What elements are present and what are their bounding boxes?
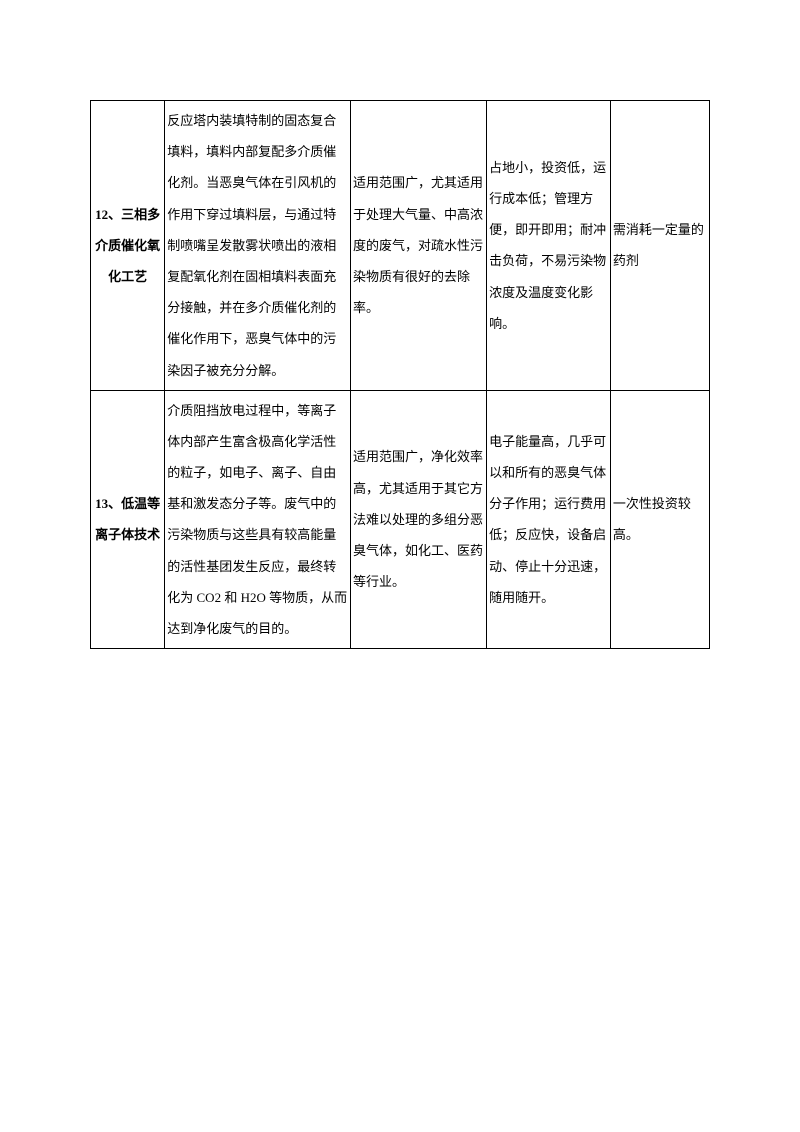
methods-table: 12、三相多介质催化氧化工艺 反应塔内装填特制的固态复合填料，填料内部复配多介质… (90, 100, 710, 649)
table-row: 13、低温等离子体技术 介质阻挡放电过程中，等离子体内部产生富含极高化学活性的粒… (91, 390, 710, 649)
cell-name: 13、低温等离子体技术 (91, 390, 165, 649)
cell-advantage: 电子能量高，几乎可以和所有的恶臭气体分子作用；运行费用低；反应快，设备启动、停止… (487, 390, 611, 649)
cell-principle: 介质阻挡放电过程中，等离子体内部产生富含极高化学活性的粒子，如电子、离子、自由基… (165, 390, 351, 649)
cell-scope: 适用范围广，净化效率高，尤其适用于其它方法难以处理的多组分恶臭气体，如化工、医药… (350, 390, 486, 649)
cell-principle: 反应塔内装填特制的固态复合填料，填料内部复配多介质催化剂。当恶臭气体在引风机的作… (165, 101, 351, 391)
cell-advantage: 占地小，投资低，运行成本低；管理方便，即开即用；耐冲击负荷，不易污染物浓度及温度… (487, 101, 611, 391)
cell-name: 12、三相多介质催化氧化工艺 (91, 101, 165, 391)
cell-scope: 适用范围广，尤其适用于处理大气量、中高浓度的废气，对疏水性污染物质有很好的去除率… (350, 101, 486, 391)
document-page: 12、三相多介质催化氧化工艺 反应塔内装填特制的固态复合填料，填料内部复配多介质… (0, 0, 800, 649)
table-row: 12、三相多介质催化氧化工艺 反应塔内装填特制的固态复合填料，填料内部复配多介质… (91, 101, 710, 391)
cell-disadvantage: 一次性投资较高。 (610, 390, 709, 649)
cell-disadvantage: 需消耗一定量的药剂 (610, 101, 709, 391)
